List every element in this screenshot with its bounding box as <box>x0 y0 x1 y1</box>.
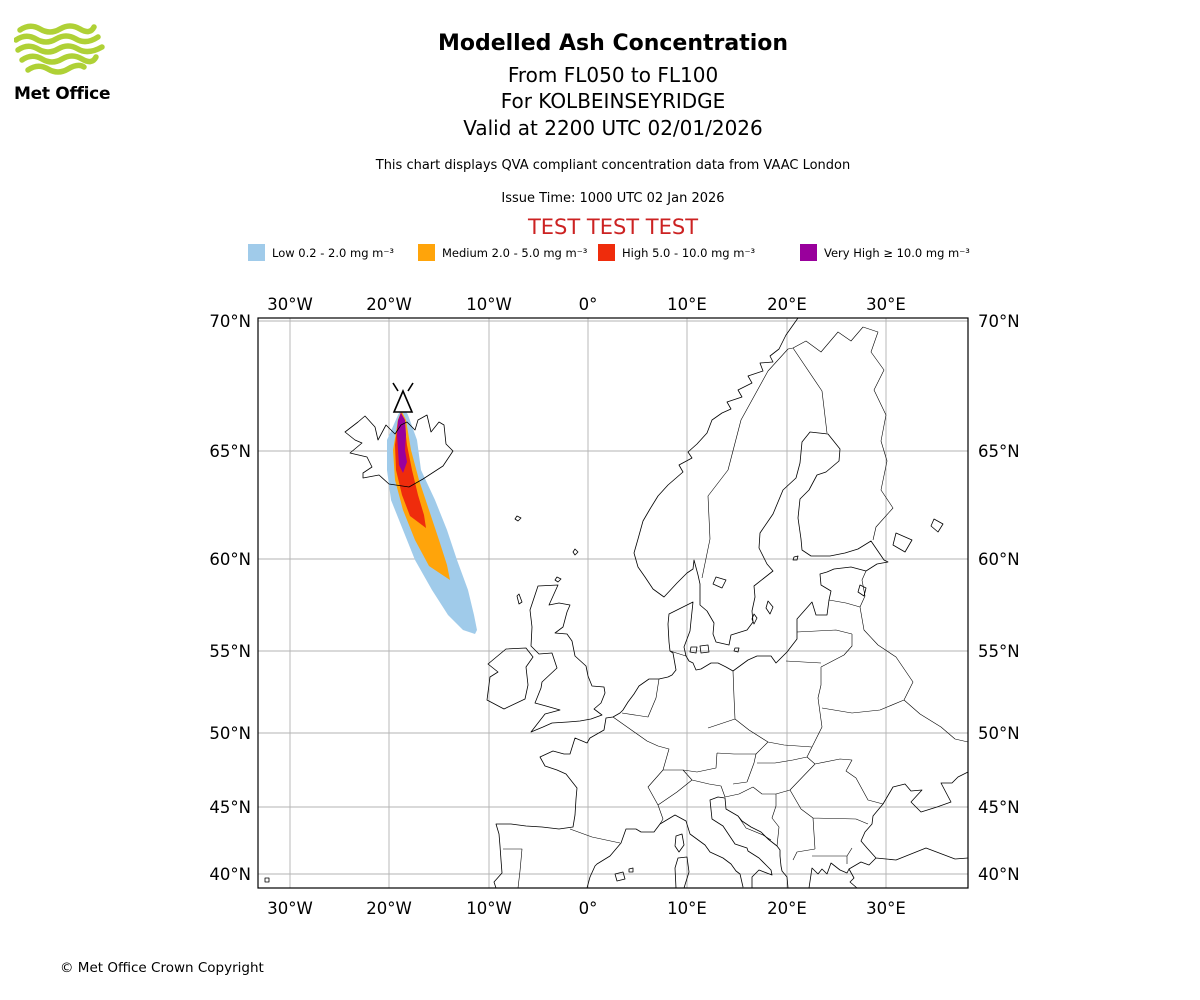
lat-label: 50°N <box>978 724 1020 743</box>
legend-item-veryhigh: Very High ≥ 10.0 mg m⁻³ <box>800 244 970 261</box>
lat-label: 60°N <box>978 550 1020 569</box>
qva-note: This chart displays QVA compliant concen… <box>375 158 851 173</box>
issue-time: Issue Time: 1000 UTC 02 Jan 2026 <box>501 191 725 206</box>
lat-label: 50°N <box>209 724 251 743</box>
coast-lakes <box>712 518 944 597</box>
lat-labels-left: 70°N 65°N 60°N 55°N 50°N 45°N 40°N <box>209 312 251 884</box>
lat-label: 70°N <box>209 312 251 331</box>
lon-label: 20°W <box>366 899 412 918</box>
lon-labels-top: 30°W 20°W 10°W 0° 10°E 20°E 30°E <box>267 295 906 314</box>
lon-label: 30°E <box>866 295 906 314</box>
lon-label: 20°E <box>767 295 807 314</box>
legend-label: Medium 2.0 - 5.0 mg m⁻³ <box>442 245 588 260</box>
coast-mainland-north <box>493 317 889 889</box>
lon-label: 30°W <box>267 295 313 314</box>
lon-label: 20°E <box>767 899 807 918</box>
coast-small-islands <box>264 515 799 889</box>
coast-adriatic <box>709 796 789 889</box>
flight-level-line: From FL050 to FL100 <box>507 63 719 87</box>
test-banner: TEST TEST TEST <box>527 215 699 239</box>
map-border <box>257 317 969 889</box>
country-borders <box>503 326 969 889</box>
legend-item-low: Low 0.2 - 2.0 mg m⁻³ <box>248 244 394 261</box>
lat-label: 60°N <box>209 550 251 569</box>
coast-ireland <box>486 647 534 710</box>
lat-label: 65°N <box>978 442 1020 461</box>
volcano-marker-icon <box>392 382 414 413</box>
lat-label: 40°N <box>978 865 1020 884</box>
lat-label: 70°N <box>978 312 1020 331</box>
logo-waves-icon <box>13 23 105 75</box>
legend-label: Very High ≥ 10.0 mg m⁻³ <box>824 245 970 260</box>
graticule <box>258 318 968 888</box>
legend-item-high: High 5.0 - 10.0 mg m⁻³ <box>598 244 755 261</box>
lon-label: 20°W <box>366 295 412 314</box>
high-swatch <box>598 244 615 261</box>
legend-label: High 5.0 - 10.0 mg m⁻³ <box>622 245 756 260</box>
lat-label: 55°N <box>978 642 1020 661</box>
legend-label: Low 0.2 - 2.0 mg m⁻³ <box>272 245 395 260</box>
low-swatch <box>248 244 265 261</box>
coast-blacksea <box>808 771 969 889</box>
lon-label: 10°W <box>466 295 512 314</box>
lat-label: 45°N <box>209 798 251 817</box>
lat-labels-right: 70°N 65°N 60°N 55°N 50°N 45°N 40°N <box>978 312 1020 884</box>
legend-item-medium: Medium 2.0 - 5.0 mg m⁻³ <box>418 244 587 261</box>
veryhigh-swatch <box>800 244 817 261</box>
medium-swatch <box>418 244 435 261</box>
lat-label: 65°N <box>209 442 251 461</box>
lat-label: 40°N <box>209 865 251 884</box>
copyright-notice: © Met Office Crown Copyright <box>60 960 264 976</box>
lon-label: 30°W <box>267 899 313 918</box>
ash-plume-veryhigh <box>397 413 407 473</box>
met-office-logo: Met Office <box>13 22 124 104</box>
coast-great-britain <box>529 584 606 733</box>
coast-iceland <box>344 414 454 488</box>
lat-label: 45°N <box>978 798 1020 817</box>
logo-wordmark: Met Office <box>14 84 111 104</box>
coast-mediterranean <box>586 814 744 889</box>
lon-label: 0° <box>579 899 598 918</box>
lon-label: 0° <box>579 295 598 314</box>
coastlines <box>264 317 969 889</box>
lon-label: 10°W <box>466 899 512 918</box>
lon-label: 10°E <box>667 899 707 918</box>
page-title: Modelled Ash Concentration <box>437 31 789 56</box>
lat-label: 55°N <box>209 642 251 661</box>
ash-plume <box>387 406 477 634</box>
volcano-line: For KOLBEINSEYRIDGE <box>500 89 726 113</box>
valid-time-line: Valid at 2200 UTC 02/01/2026 <box>463 116 763 140</box>
lon-labels-bottom: 30°W 20°W 10°W 0° 10°E 20°E 30°E <box>267 899 906 918</box>
lon-label: 30°E <box>866 899 906 918</box>
lon-label: 10°E <box>667 295 707 314</box>
